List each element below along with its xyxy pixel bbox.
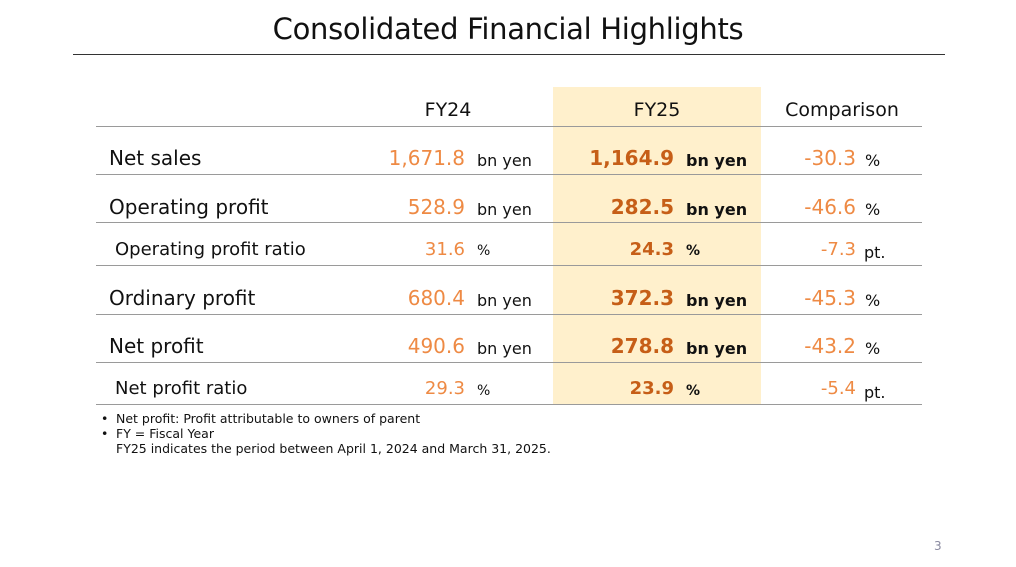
- header-divider: [96, 126, 922, 127]
- fy25-unit: bn yen: [686, 339, 748, 358]
- fy24-unit: bn yen: [477, 291, 532, 310]
- table-bottom-divider: [96, 404, 922, 405]
- fy24-value: 490.6: [407, 334, 465, 358]
- fy24-value: 528.9: [407, 195, 465, 219]
- header-comparison: Comparison: [785, 99, 899, 121]
- fy25-unit: %: [686, 383, 701, 399]
- fy25-value: 372.3: [610, 286, 674, 310]
- bullet-icon: •: [101, 411, 109, 426]
- comparison-value: -43.2: [804, 334, 856, 358]
- fy25-highlight-column: [553, 87, 761, 405]
- comparison-value: -46.6: [804, 195, 856, 219]
- footnote-text: Net profit: Profit attributable to owner…: [116, 411, 421, 426]
- row-divider: [96, 222, 922, 223]
- fy24-value: 31.6: [424, 239, 465, 260]
- page-number: 3: [934, 539, 942, 553]
- fy24-value: 29.3: [424, 378, 465, 399]
- fy25-value: 278.8: [610, 334, 674, 358]
- row-label: Ordinary profit: [109, 286, 256, 310]
- fy24-unit: bn yen: [477, 339, 532, 358]
- footnote-item: • Net profit: Profit attributable to own…: [101, 411, 551, 426]
- fy24-unit: %: [477, 243, 491, 259]
- fy25-value: 24.3: [629, 239, 674, 260]
- fy25-unit: %: [686, 243, 701, 259]
- row-divider: [96, 174, 922, 175]
- row-label: Net profit: [109, 334, 204, 358]
- fy24-unit: bn yen: [477, 200, 532, 219]
- fy25-value: 23.9: [629, 378, 674, 399]
- fy25-value: 1,164.9: [589, 146, 674, 170]
- comparison-value: -7.3: [820, 239, 856, 260]
- page-title: Consolidated Financial Highlights: [272, 12, 744, 46]
- row-divider: [96, 314, 922, 315]
- comparison-unit: %: [865, 200, 881, 219]
- comparison-value: -30.3: [804, 146, 856, 170]
- footnotes: • Net profit: Profit attributable to own…: [101, 411, 551, 456]
- footnote-text: FY25 indicates the period between April …: [116, 441, 551, 456]
- fy24-unit: %: [477, 383, 491, 399]
- fy24-unit: bn yen: [477, 151, 532, 170]
- fy25-unit: bn yen: [686, 291, 748, 310]
- header-fy25: FY25: [633, 99, 681, 121]
- row-label: Net sales: [109, 146, 202, 170]
- comparison-unit: %: [865, 339, 881, 358]
- footnote-text: FY = Fiscal Year: [116, 426, 214, 441]
- comparison-unit: pt.: [864, 243, 886, 262]
- row-label: Net profit ratio: [115, 378, 248, 399]
- bullet-icon: •: [101, 426, 109, 441]
- header-fy24: FY24: [424, 99, 472, 121]
- fy24-value: 1,671.8: [388, 146, 465, 170]
- row-label: Operating profit: [109, 195, 269, 219]
- title-divider: [73, 54, 945, 55]
- row-label: Operating profit ratio: [115, 239, 306, 260]
- footnote-item: • FY = Fiscal Year: [101, 426, 551, 441]
- row-divider: [96, 265, 922, 266]
- fy25-value: 282.5: [610, 195, 674, 219]
- footnote-continuation: FY25 indicates the period between April …: [101, 441, 551, 456]
- row-divider: [96, 362, 922, 363]
- comparison-unit: %: [865, 151, 881, 170]
- comparison-value: -5.4: [820, 378, 856, 399]
- fy25-unit: bn yen: [686, 200, 748, 219]
- fy24-value: 680.4: [407, 286, 465, 310]
- comparison-unit: pt.: [864, 383, 886, 402]
- comparison-unit: %: [865, 291, 881, 310]
- comparison-value: -45.3: [804, 286, 856, 310]
- fy25-unit: bn yen: [686, 151, 748, 170]
